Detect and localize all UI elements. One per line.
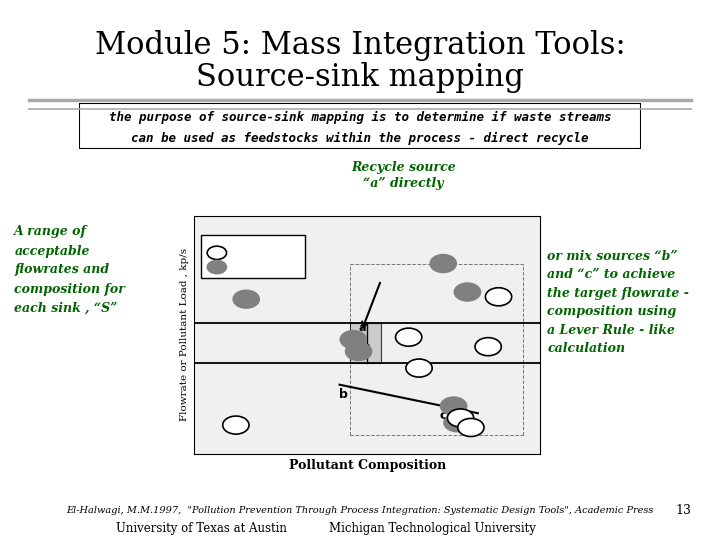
Circle shape — [475, 338, 501, 356]
Text: can be used as feedstocks within the process - direct recycle: can be used as feedstocks within the pro… — [131, 132, 589, 145]
Text: sink: sink — [233, 248, 255, 258]
Text: source: source — [233, 262, 269, 273]
Circle shape — [447, 409, 474, 427]
Circle shape — [458, 418, 484, 436]
Circle shape — [233, 290, 259, 308]
Bar — [202, 235, 305, 278]
Circle shape — [346, 342, 372, 361]
Circle shape — [444, 414, 470, 432]
Circle shape — [207, 260, 227, 274]
Text: University of Texas at Austin: University of Texas at Austin — [116, 522, 287, 535]
Text: Sₒ: Sₒ — [358, 341, 372, 350]
Text: the purpose of source-sink mapping is to determine if waste streams: the purpose of source-sink mapping is to… — [109, 111, 611, 124]
Circle shape — [341, 330, 366, 349]
Text: A range of
acceptable
flowrates and
composition for
each sink , “S”: A range of acceptable flowrates and comp… — [14, 226, 125, 314]
Circle shape — [441, 397, 467, 415]
Text: El-Halwagi, M.M.1997,  "Pollution Prevention Through Process Integration: System: El-Halwagi, M.M.1997, "Pollution Prevent… — [66, 506, 654, 515]
Text: 13: 13 — [675, 504, 691, 517]
Text: Source-sink mapping: Source-sink mapping — [196, 62, 524, 93]
Text: Michigan Technological University: Michigan Technological University — [328, 522, 536, 535]
Circle shape — [222, 416, 249, 434]
Bar — [350, 323, 381, 363]
Y-axis label: Flowrate or Pollutant Load , kp/s: Flowrate or Pollutant Load , kp/s — [180, 248, 189, 421]
Circle shape — [430, 254, 456, 273]
Text: or mix sources “b”
and “c” to achieve
the target flowrate -
composition using
a : or mix sources “b” and “c” to achieve th… — [547, 249, 689, 355]
Circle shape — [207, 246, 227, 260]
Circle shape — [406, 359, 432, 377]
Circle shape — [395, 328, 422, 346]
Text: Recycle source
“a” directly: Recycle source “a” directly — [351, 161, 456, 190]
Text: b: b — [338, 388, 348, 401]
Text: c: c — [439, 409, 447, 422]
Circle shape — [485, 288, 512, 306]
Text: Module 5: Mass Integration Tools:: Module 5: Mass Integration Tools: — [94, 30, 626, 60]
Text: a: a — [359, 323, 366, 333]
Circle shape — [454, 283, 480, 301]
X-axis label: Pollutant Composition: Pollutant Composition — [289, 459, 446, 472]
